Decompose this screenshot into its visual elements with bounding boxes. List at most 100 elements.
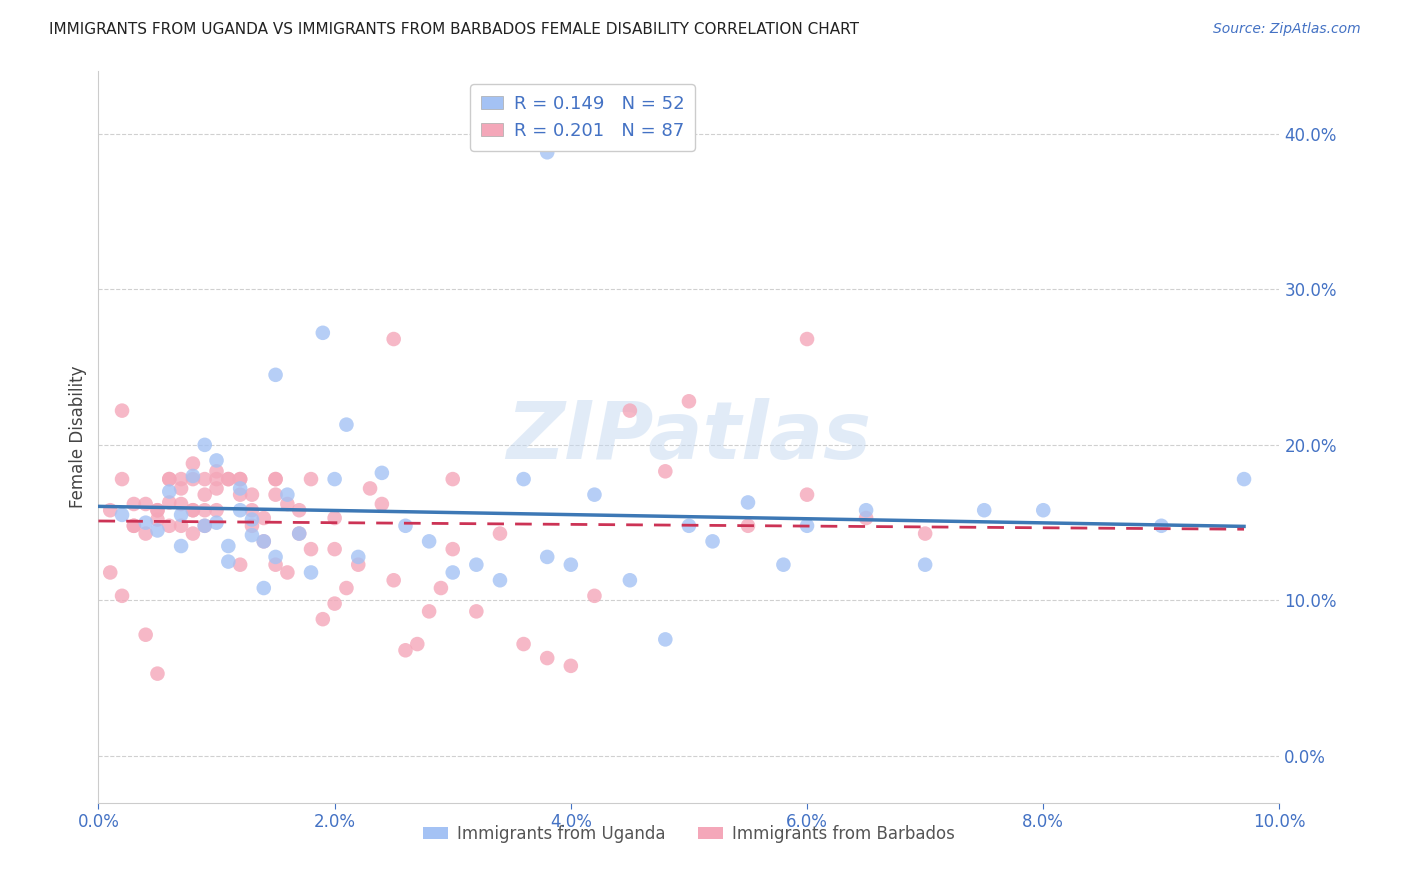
Point	[430, 581, 453, 595]
Point	[229, 472, 252, 486]
Point	[441, 566, 464, 580]
Text: ZIPatlas: ZIPatlas	[506, 398, 872, 476]
Point	[194, 438, 217, 452]
Point	[157, 495, 180, 509]
Point	[855, 503, 877, 517]
Point	[288, 503, 311, 517]
Point	[276, 497, 298, 511]
Point	[371, 466, 394, 480]
Point	[1233, 472, 1256, 486]
Point	[702, 534, 724, 549]
Point	[111, 589, 134, 603]
Point	[796, 488, 818, 502]
Legend: Immigrants from Uganda, Immigrants from Barbados: Immigrants from Uganda, Immigrants from …	[416, 818, 962, 849]
Point	[560, 558, 582, 572]
Point	[181, 457, 204, 471]
Point	[323, 542, 346, 557]
Point	[406, 637, 429, 651]
Point	[170, 482, 193, 496]
Point	[181, 472, 204, 486]
Point	[299, 472, 322, 486]
Point	[737, 495, 759, 509]
Point	[181, 503, 204, 517]
Point	[299, 542, 322, 557]
Point	[135, 526, 157, 541]
Point	[583, 589, 606, 603]
Point	[264, 488, 287, 502]
Point	[217, 472, 239, 486]
Point	[323, 597, 346, 611]
Point	[170, 508, 193, 522]
Point	[359, 482, 381, 496]
Point	[619, 574, 641, 588]
Point	[796, 518, 818, 533]
Point	[382, 332, 405, 346]
Point	[418, 534, 440, 549]
Point	[914, 526, 936, 541]
Point	[240, 503, 263, 517]
Point	[394, 643, 416, 657]
Point	[122, 518, 145, 533]
Point	[973, 503, 995, 517]
Point	[288, 526, 311, 541]
Point	[181, 503, 204, 517]
Point	[205, 482, 228, 496]
Point	[111, 508, 134, 522]
Point	[135, 497, 157, 511]
Point	[512, 472, 534, 486]
Point	[264, 472, 287, 486]
Point	[240, 528, 263, 542]
Point	[170, 539, 193, 553]
Point	[240, 518, 263, 533]
Point	[229, 503, 252, 517]
Point	[796, 332, 818, 346]
Point	[217, 539, 239, 553]
Point	[441, 542, 464, 557]
Point	[489, 574, 512, 588]
Point	[146, 512, 169, 526]
Point	[217, 555, 239, 569]
Point	[654, 632, 676, 647]
Point	[465, 604, 488, 618]
Point	[323, 472, 346, 486]
Point	[194, 488, 217, 502]
Text: IMMIGRANTS FROM UGANDA VS IMMIGRANTS FROM BARBADOS FEMALE DISABILITY CORRELATION: IMMIGRANTS FROM UGANDA VS IMMIGRANTS FRO…	[49, 22, 859, 37]
Point	[371, 497, 394, 511]
Point	[276, 488, 298, 502]
Point	[619, 403, 641, 417]
Point	[111, 403, 134, 417]
Point	[678, 518, 700, 533]
Point	[146, 666, 169, 681]
Point	[489, 526, 512, 541]
Point	[312, 612, 335, 626]
Point	[1032, 503, 1054, 517]
Point	[299, 566, 322, 580]
Point	[512, 637, 534, 651]
Point	[240, 512, 263, 526]
Point	[335, 581, 357, 595]
Point	[264, 549, 287, 564]
Point	[205, 453, 228, 467]
Point	[205, 472, 228, 486]
Point	[205, 516, 228, 530]
Point	[98, 503, 121, 517]
Point	[157, 484, 180, 499]
Point	[170, 472, 193, 486]
Point	[122, 497, 145, 511]
Point	[240, 488, 263, 502]
Point	[205, 503, 228, 517]
Point	[654, 464, 676, 478]
Point	[157, 518, 180, 533]
Point	[135, 516, 157, 530]
Point	[111, 472, 134, 486]
Point	[264, 368, 287, 382]
Point	[253, 511, 276, 525]
Point	[217, 472, 239, 486]
Point	[1150, 518, 1173, 533]
Point	[181, 526, 204, 541]
Point	[170, 518, 193, 533]
Point	[772, 558, 794, 572]
Point	[323, 511, 346, 525]
Point	[229, 472, 252, 486]
Point	[229, 558, 252, 572]
